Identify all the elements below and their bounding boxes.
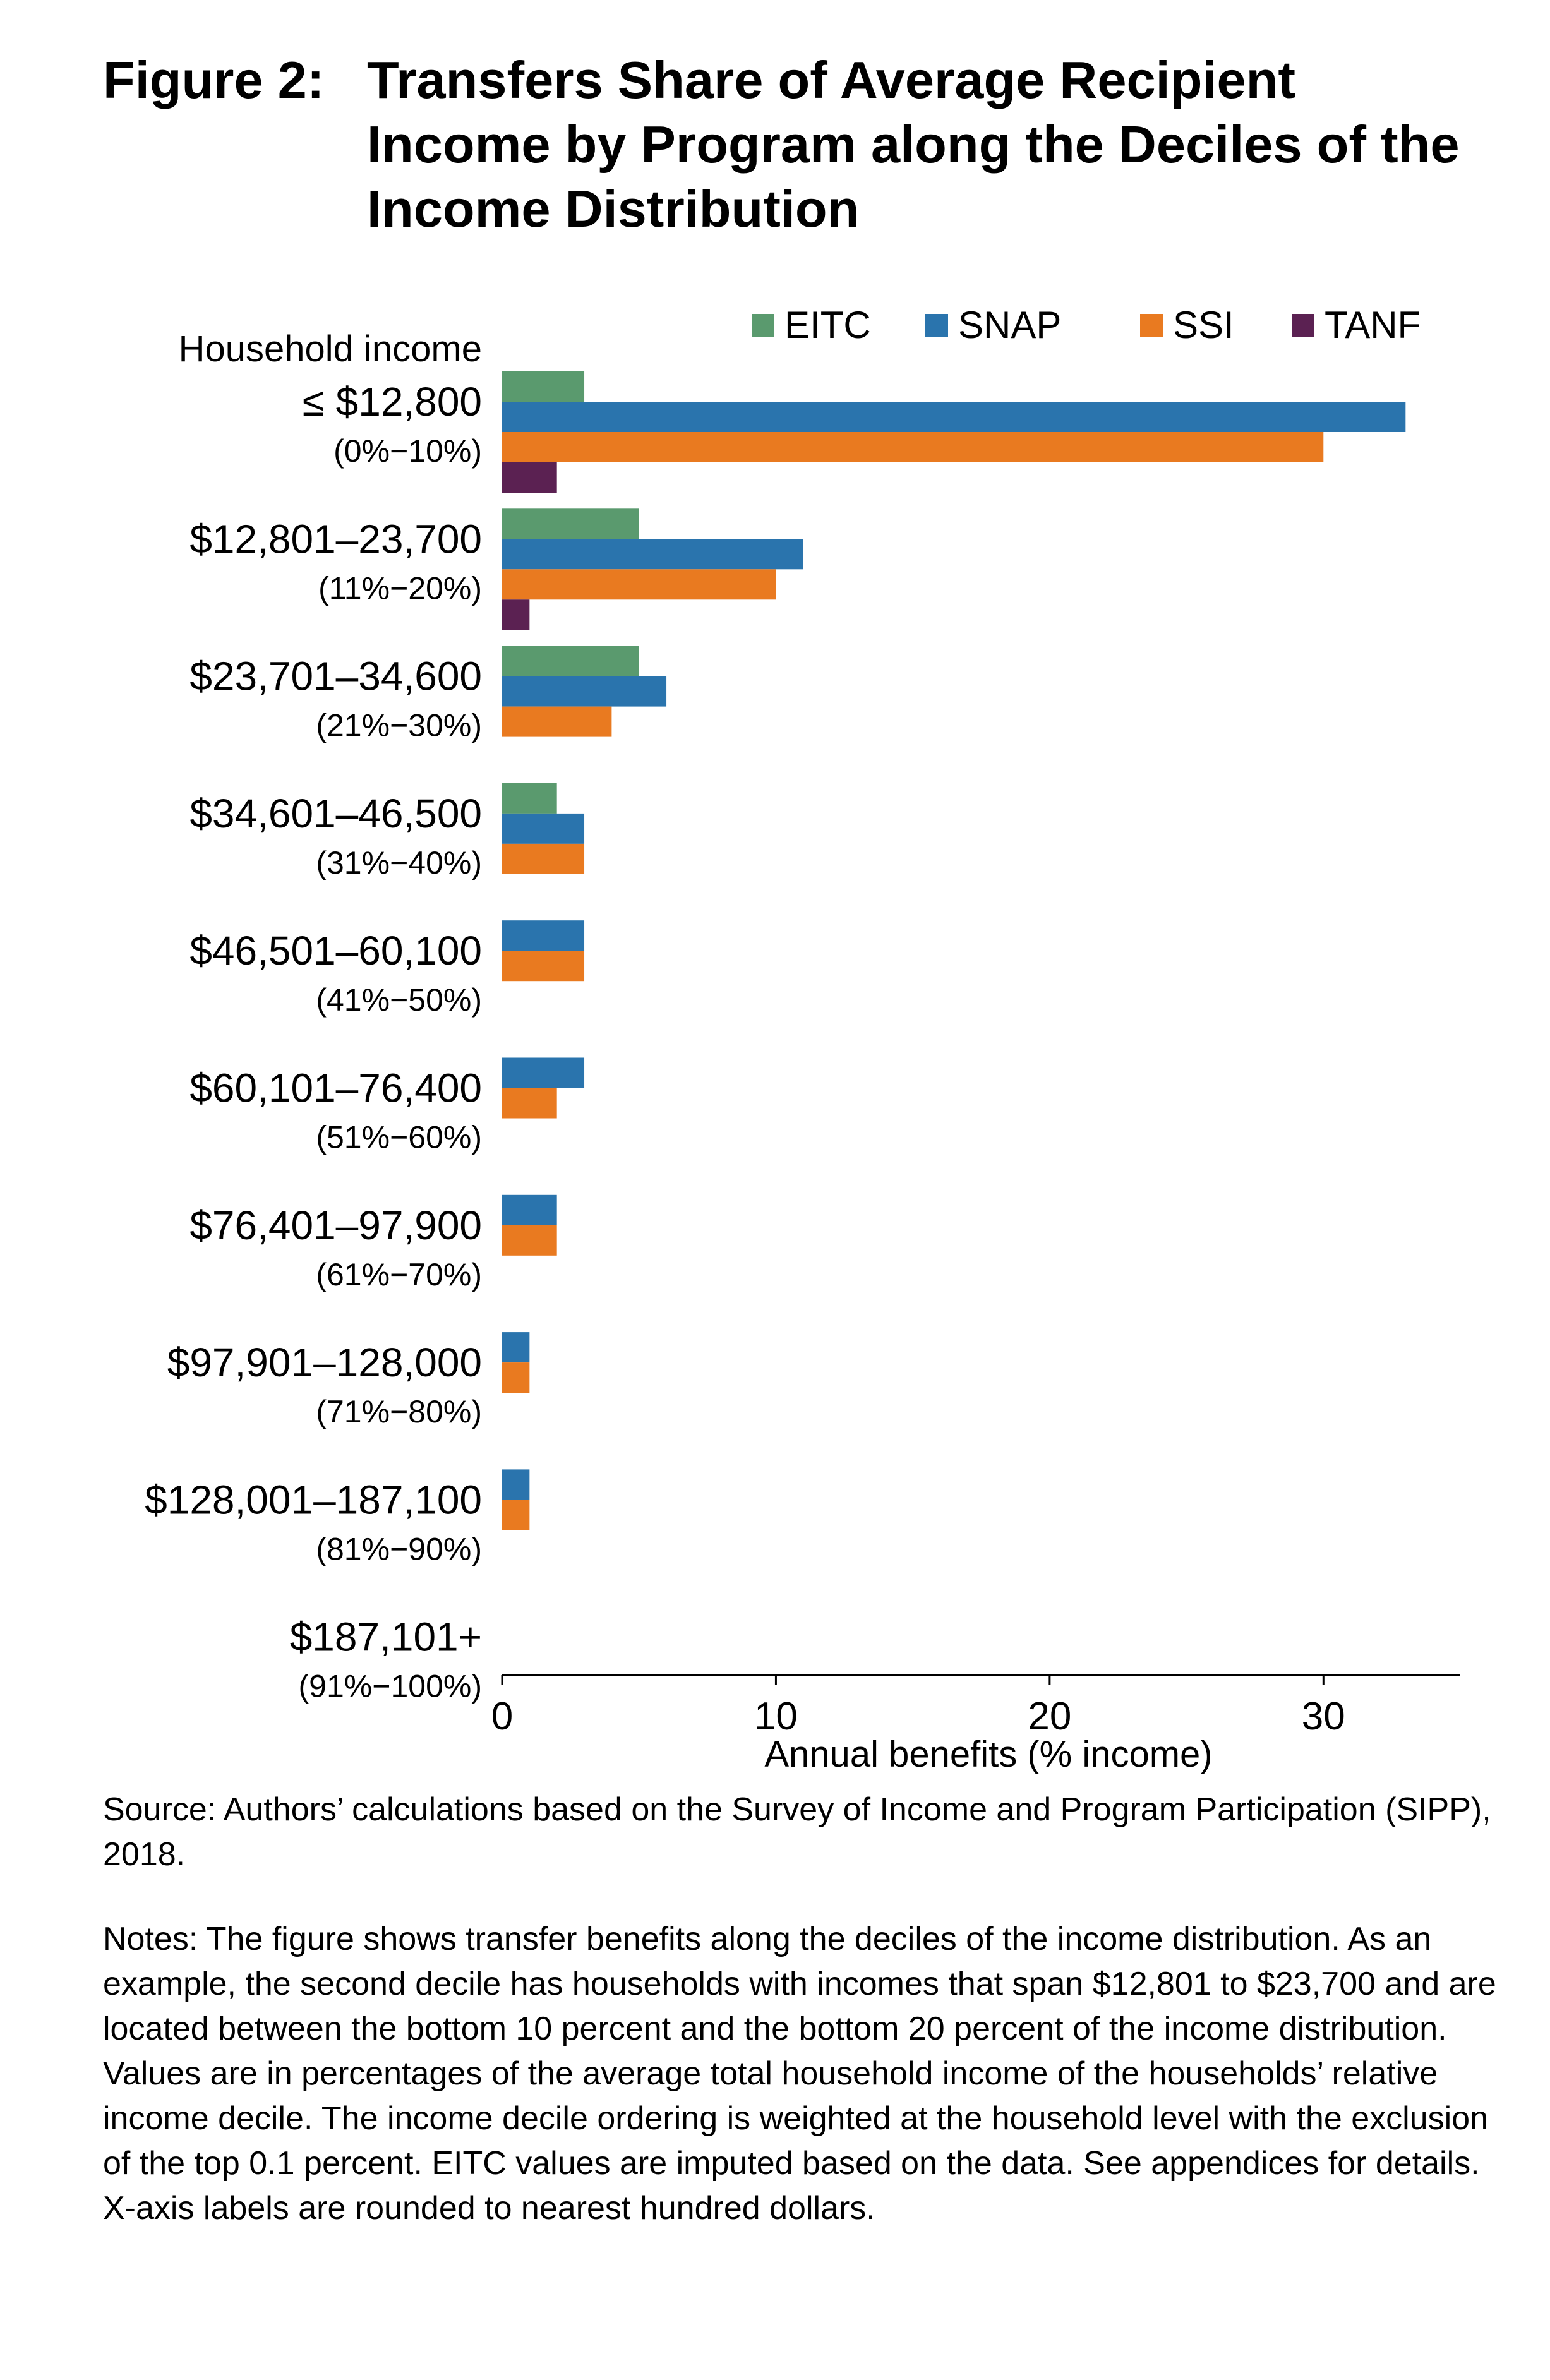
bar-snap-decile-1 [502, 402, 1406, 432]
bar-ssi-decile-8 [502, 1362, 530, 1393]
figure-title-text: Transfers Share of Average Recipient Inc… [367, 51, 1460, 238]
category-labels: ≤ $12,800 (0%−10%) $12,801–23,700 (11%−20%)… [145, 379, 482, 1704]
category-sublabel: (61%−70%) [316, 1257, 482, 1292]
bar-eitc-decile-1 [502, 371, 585, 402]
bar-ssi-decile-3 [502, 706, 612, 737]
chart-legend: EITC SNAP SSI TANF [752, 304, 1421, 346]
category-sublabel: (81%−90%) [316, 1531, 482, 1566]
category-sublabel: (11%−20%) [318, 570, 482, 606]
category-label: $60,101–76,400 [189, 1066, 482, 1111]
category-label: $34,601–46,500 [189, 791, 482, 836]
x-tick-label: 10 [754, 1695, 798, 1738]
bar-ssi-decile-9 [502, 1500, 530, 1530]
bar-ssi-decile-7 [502, 1225, 557, 1256]
bars-group [502, 371, 1406, 1530]
bar-snap-decile-6 [502, 1057, 585, 1088]
bar-snap-decile-7 [502, 1194, 557, 1225]
x-tick-label: 20 [1028, 1695, 1071, 1738]
bar-snap-decile-9 [502, 1469, 530, 1500]
category-label: $97,901–128,000 [167, 1340, 482, 1385]
bar-eitc-decile-3 [502, 646, 639, 676]
legend-swatch-tanf [1292, 314, 1314, 337]
bar-ssi-decile-4 [502, 843, 585, 874]
category-sublabel: (21%−30%) [316, 708, 482, 743]
bar-tanf-decile-2 [502, 599, 530, 630]
bar-ssi-decile-6 [502, 1088, 557, 1119]
bar-snap-decile-2 [502, 539, 803, 570]
bar-ssi-decile-1 [502, 432, 1324, 462]
legend-swatch-snap [925, 314, 948, 337]
bar-eitc-decile-4 [502, 783, 557, 814]
category-sublabel: (91%−100%) [299, 1669, 482, 1704]
bar-tanf-decile-1 [502, 462, 557, 493]
bar-snap-decile-4 [502, 813, 585, 844]
category-sublabel: (71%−80%) [316, 1394, 482, 1429]
category-sublabel: (51%−60%) [316, 1120, 482, 1155]
category-label: $23,701–34,600 [189, 654, 482, 699]
x-axis-title: Annual benefits (% income) [764, 1734, 1212, 1775]
category-sublabel: (41%−50%) [316, 982, 482, 1018]
figure-number: Figure 2: [103, 51, 325, 109]
x-tick-label: 30 [1302, 1695, 1345, 1738]
category-label: $12,801–23,700 [189, 516, 482, 562]
y-axis-title: Household income [179, 328, 482, 370]
category-label: $187,101+ [290, 1614, 482, 1660]
bar-ssi-decile-2 [502, 569, 776, 600]
category-label: $128,001–187,100 [145, 1477, 482, 1522]
legend-label-snap: SNAP [958, 304, 1061, 346]
bar-snap-decile-5 [502, 920, 585, 951]
category-label: $46,501–60,100 [189, 928, 482, 973]
bar-chart: EITC SNAP SSI TANF Household income ≤ $12,8… [145, 304, 1460, 1775]
bar-snap-decile-3 [502, 676, 667, 707]
category-sublabel: (0%−10%) [333, 433, 482, 469]
x-axis-ticks: 0 10 20 30 [491, 1675, 1345, 1738]
category-sublabel: (31%−40%) [316, 845, 482, 880]
bar-ssi-decile-5 [502, 951, 585, 982]
notes-paragraph: Notes: The figure shows transfer benefit… [103, 1921, 1496, 2227]
legend-label-ssi: SSI [1173, 304, 1234, 346]
source-note: Source: Authors’ calculations based on t… [103, 1791, 1491, 1873]
x-tick-label: 0 [491, 1695, 513, 1738]
legend-label-eitc: EITC [784, 304, 871, 346]
legend-swatch-eitc [752, 314, 774, 337]
category-label: $76,401–97,900 [189, 1203, 482, 1248]
bar-snap-decile-8 [502, 1332, 530, 1363]
bar-eitc-decile-2 [502, 508, 639, 539]
legend-label-tanf: TANF [1325, 304, 1421, 346]
category-label: ≤ $12,800 [303, 379, 482, 424]
legend-swatch-ssi [1140, 314, 1163, 337]
